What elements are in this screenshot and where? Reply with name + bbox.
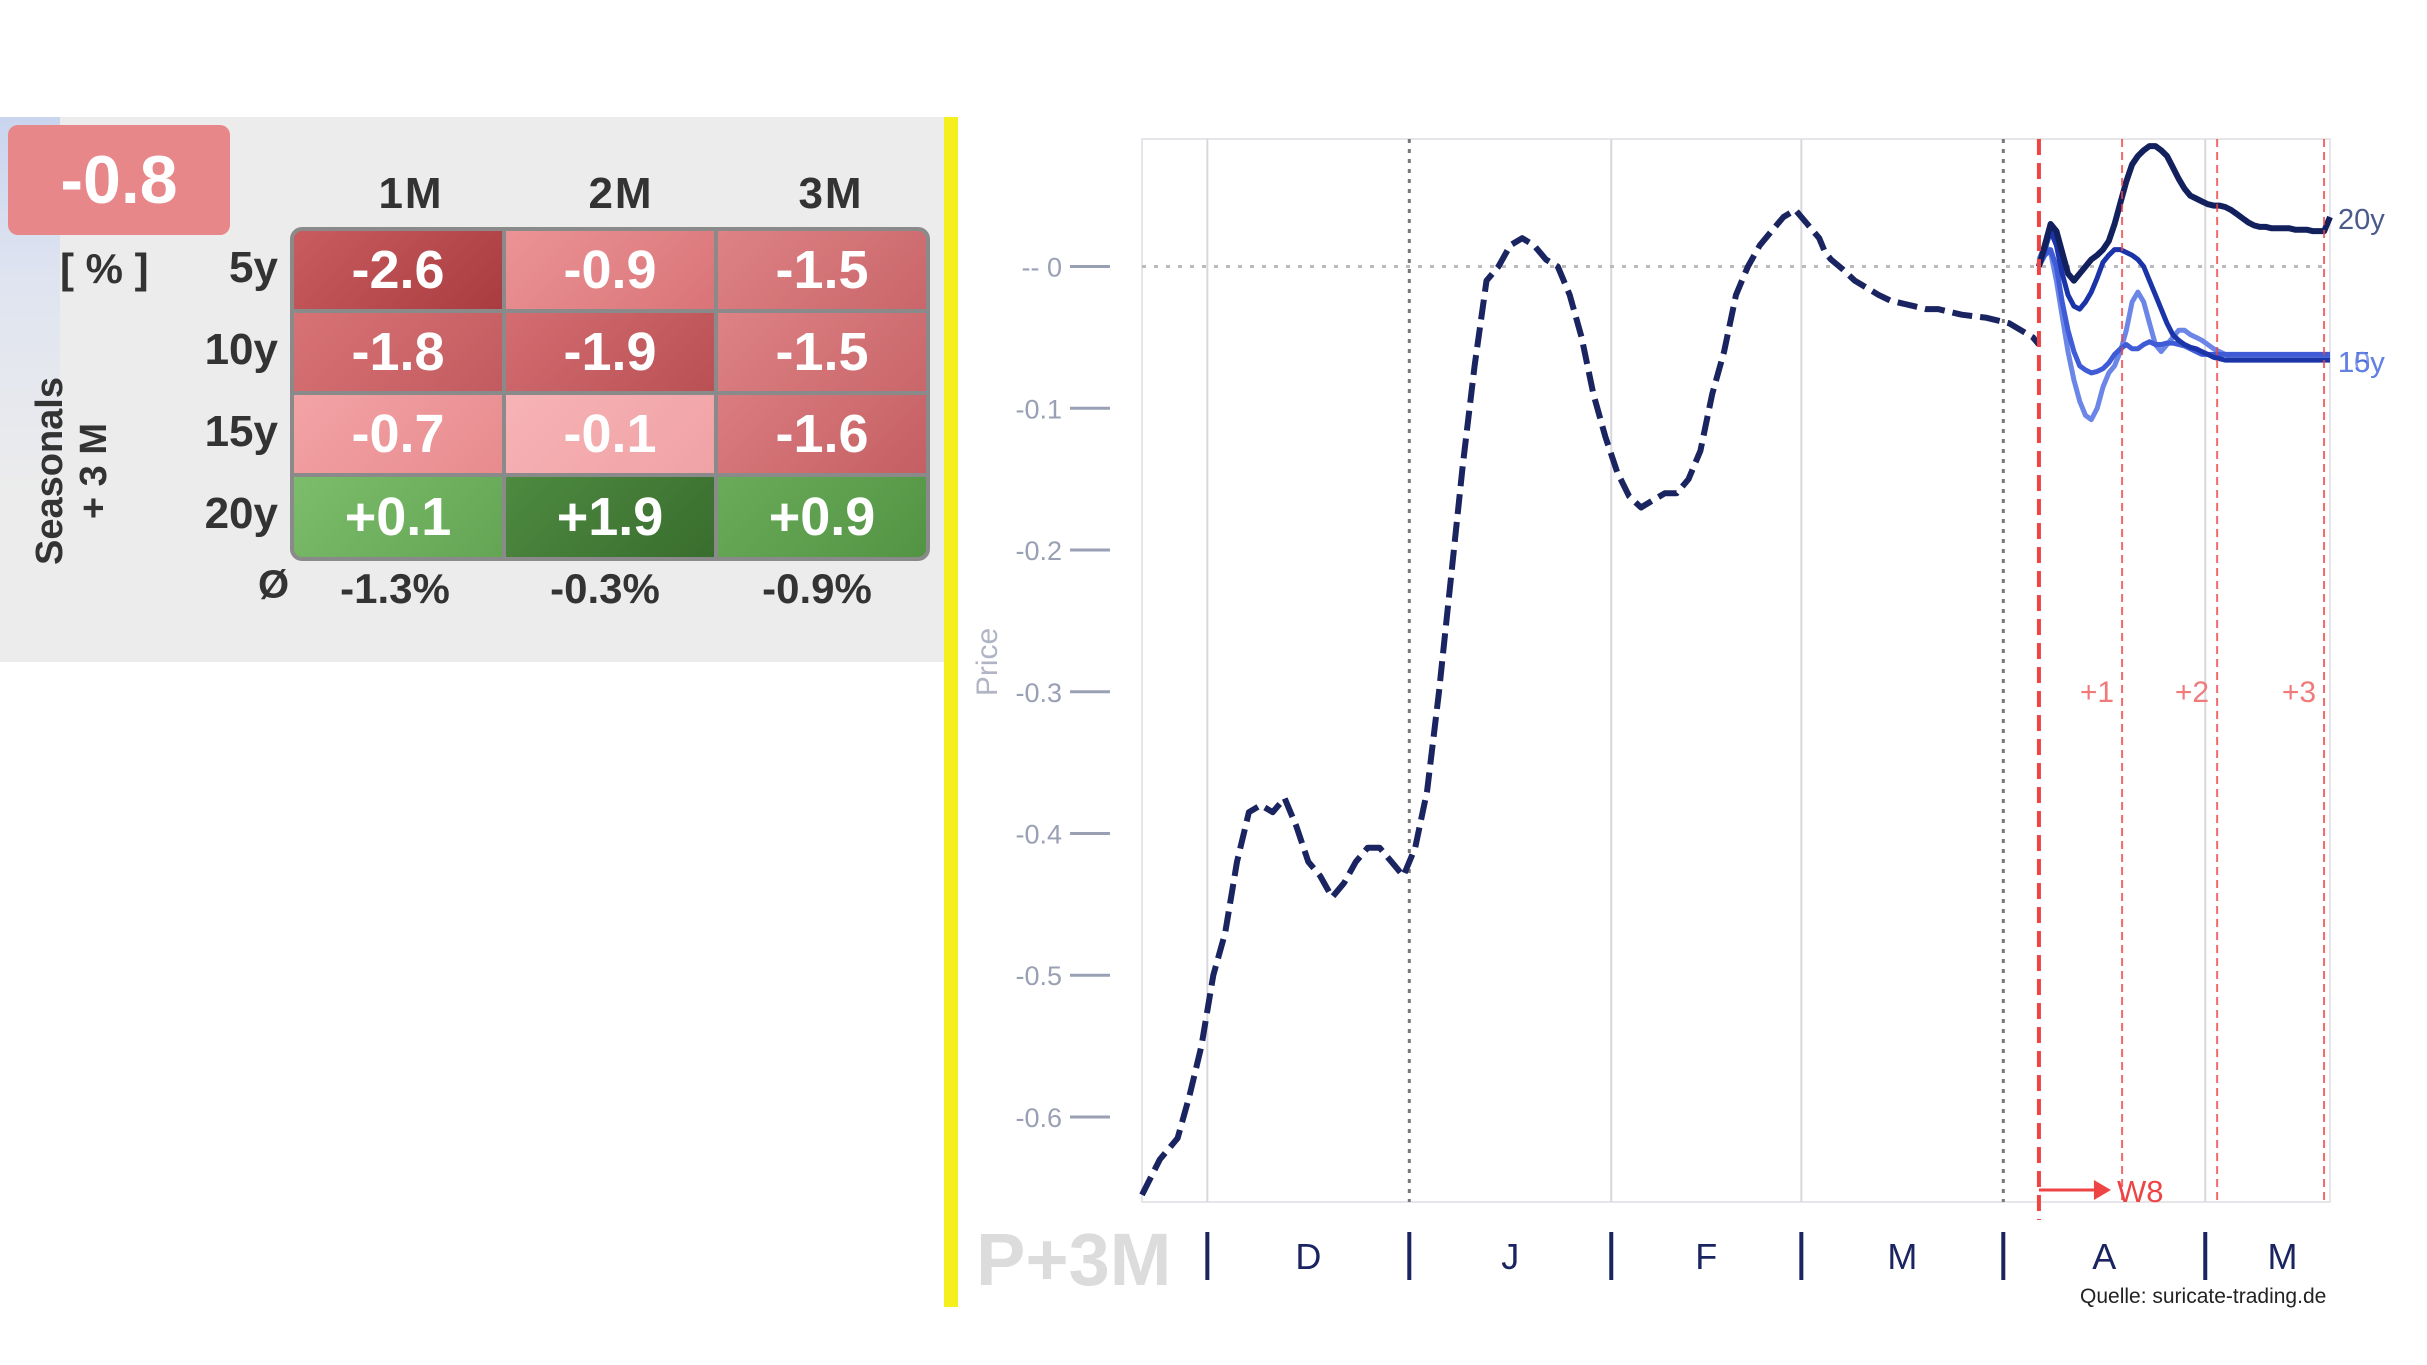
- y-tick-label: -0.4: [1015, 819, 1062, 849]
- x-month-label: M: [2267, 1236, 2297, 1277]
- y-tick-label: -- 0: [1022, 253, 1063, 283]
- cell-15y-3m: -1.6: [718, 395, 926, 473]
- y-tick-label: -0.2: [1015, 536, 1062, 566]
- average-1m: -1.3%: [340, 565, 450, 612]
- x-month-label: F: [1695, 1236, 1717, 1277]
- side-title-line1: Seasonals: [29, 377, 71, 565]
- average-2m: -0.3%: [550, 565, 660, 612]
- series-line-y15: [2036, 228, 2330, 363]
- x-month-label: J: [1501, 1236, 1519, 1277]
- cell-5y-1m: -2.6: [294, 231, 502, 309]
- end-label-15y: 15y: [2338, 347, 2385, 379]
- column-header-2m: 2M: [588, 169, 654, 218]
- forward-marker-label: +3: [2282, 676, 2316, 709]
- current-marker-label: W8: [2117, 1174, 2164, 1209]
- cell-15y-1m: -0.7: [294, 395, 502, 473]
- series-line-y20: [2036, 143, 2333, 284]
- forward-marker-label: +1: [2080, 676, 2114, 709]
- y-tick-label: -0.6: [1015, 1103, 1062, 1133]
- past-price-line: [1139, 206, 2042, 1197]
- source-credit: Quelle: suricate-trading.de: [2080, 1285, 2327, 1308]
- cell-20y-1m: +0.1: [294, 477, 502, 557]
- seasonals-grid: -2.6 -0.9 -1.5 -1.8 -1.9 -1.5 -0.7 -0.1 …: [290, 227, 930, 561]
- row-label-10y: 10y: [204, 325, 278, 374]
- seasonal-chart: -- 0 -0.1 -0.2 -0.3 -0.4 -0.5 -0.6 Price 20y 15…: [971, 138, 2385, 1301]
- watermark: P+3M: [976, 1218, 1171, 1301]
- cell-5y-3m: -1.5: [718, 231, 926, 309]
- markers-layer: W8 +1 +2 +3: [2036, 139, 2326, 1220]
- column-header-3m: 3M: [798, 169, 864, 218]
- y-tick-label: -0.1: [1015, 394, 1062, 424]
- average-3m: -0.9%: [762, 565, 872, 612]
- column-header-1m: 1M: [378, 169, 444, 218]
- forward-marker-label: +2: [2175, 676, 2209, 709]
- x-month-label: M: [1887, 1236, 1917, 1277]
- headline-value: -0.8: [8, 125, 230, 235]
- x-month-label: D: [1295, 1236, 1321, 1277]
- cell-20y-3m: +0.9: [718, 477, 926, 557]
- row-label-5y: 5y: [229, 243, 278, 292]
- end-label-10y: 10y: [2338, 347, 2385, 379]
- y-tick-label: -0.5: [1015, 961, 1062, 991]
- cell-5y-2m: -0.9: [506, 231, 714, 309]
- end-label-20y: 20y: [2338, 204, 2385, 236]
- cell-15y-2m: -0.1: [506, 395, 714, 473]
- y-axis-label: Price: [971, 628, 1004, 696]
- current-marker-arrowhead: [2093, 1180, 2111, 1200]
- y-tick-label: -0.3: [1015, 678, 1062, 708]
- cell-10y-2m: -1.9: [506, 313, 714, 391]
- unit-label: [ % ]: [60, 245, 149, 292]
- y-axis: -- 0 -0.1 -0.2 -0.3 -0.4 -0.5 -0.6: [1015, 253, 1110, 1133]
- side-title-line2: + 3 M: [73, 422, 115, 520]
- seasonals-panel: -0.8 1M 2M 3M [ % ] Seasonals + 3 M 5y 1…: [0, 117, 945, 662]
- plot-frame: [1141, 138, 2331, 1203]
- row-label-15y: 15y: [204, 407, 278, 456]
- x-month-label: A: [2092, 1236, 2116, 1277]
- side-title: Seasonals + 3 M: [28, 341, 116, 601]
- cell-10y-1m: -1.8: [294, 313, 502, 391]
- cell-20y-2m: +1.9: [506, 477, 714, 557]
- average-symbol: Ø: [258, 563, 290, 607]
- yellow-divider: [944, 117, 958, 1307]
- headline-value-text: -0.8: [60, 142, 178, 218]
- row-label-20y: 20y: [204, 489, 278, 538]
- cell-10y-3m: -1.5: [718, 313, 926, 391]
